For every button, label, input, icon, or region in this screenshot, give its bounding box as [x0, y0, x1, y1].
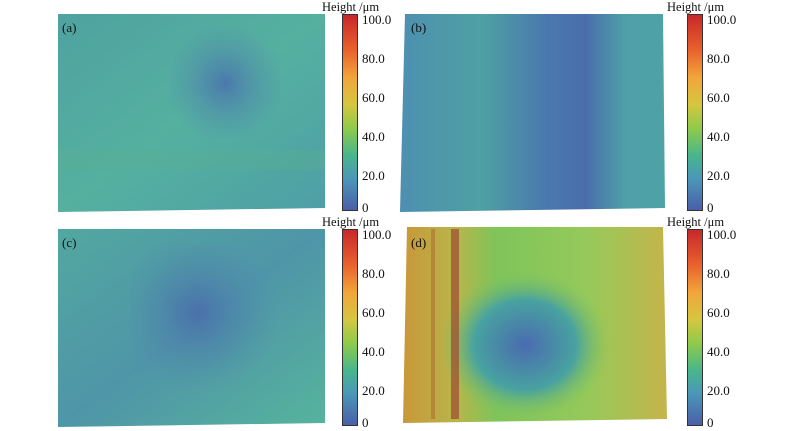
tick-label: 20.0 — [707, 383, 730, 398]
tick-label: 80.0 — [362, 266, 385, 281]
panel-label-b: (b) — [411, 20, 427, 35]
colorbar-b: Height /μm 100.0 80.0 60.0 40.0 20.0 0 — [665, 0, 745, 215]
colorbar-gradient — [342, 14, 358, 211]
panel-label-c: (c) — [62, 235, 77, 250]
tick-label: 40.0 — [707, 344, 730, 359]
tick-label: 60.0 — [362, 90, 385, 105]
panel-c: (c) — [0, 215, 340, 429]
colorbar-a: Height /μm 100.0 80.0 60.0 40.0 20.0 0 — [320, 0, 395, 215]
panel-a: (a) — [0, 0, 340, 215]
colorbar-gradient — [342, 229, 358, 426]
colorbar-gradient — [687, 229, 703, 426]
colorbar-title: Height /μm — [322, 0, 380, 14]
surface-map-d — [403, 227, 667, 423]
tick-label: 60.0 — [362, 305, 385, 320]
panel-b: (b) — [395, 0, 675, 215]
surface-map-b — [400, 14, 665, 212]
tick-label: 20.0 — [362, 383, 385, 398]
tick-label: 0 — [362, 415, 369, 430]
tick-label: 60.0 — [707, 90, 730, 105]
colorbar-d: Height /μm 100.0 80.0 60.0 40.0 20.0 0 — [665, 215, 745, 430]
colorbar-title: Height /μm — [667, 215, 725, 229]
tick-label: 0 — [707, 415, 714, 430]
tick-label: 60.0 — [707, 305, 730, 320]
tick-label: 80.0 — [707, 266, 730, 281]
tick-label: 20.0 — [362, 168, 385, 183]
tick-label: 40.0 — [362, 129, 385, 144]
tick-label: 20.0 — [707, 168, 730, 183]
tick-label: 100.0 — [362, 227, 392, 242]
surface-map-a — [58, 14, 325, 212]
tick-label: 0 — [707, 200, 714, 215]
tick-label: 80.0 — [362, 51, 385, 66]
colorbar-title: Height /μm — [322, 215, 380, 229]
tick-label: 80.0 — [707, 51, 730, 66]
tick-label: 40.0 — [707, 129, 730, 144]
tick-label: 100.0 — [362, 12, 392, 27]
colorbar-title: Height /μm — [667, 0, 725, 14]
surface-map-c — [58, 229, 325, 427]
colorbar-c: Height /μm 100.0 80.0 60.0 40.0 20.0 0 — [320, 215, 395, 430]
panel-label-a: (a) — [62, 20, 77, 35]
panel-label-d: (d) — [411, 235, 427, 250]
tick-label: 0 — [362, 200, 369, 215]
tick-label: 40.0 — [362, 344, 385, 359]
tick-label: 100.0 — [707, 12, 737, 27]
tick-label: 100.0 — [707, 227, 737, 242]
panel-d: (d) — [395, 215, 675, 429]
colorbar-gradient — [687, 14, 703, 211]
